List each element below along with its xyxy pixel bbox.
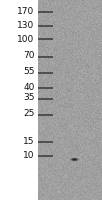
Text: 10: 10 bbox=[23, 150, 35, 160]
Text: 25: 25 bbox=[23, 110, 35, 118]
Text: 15: 15 bbox=[23, 136, 35, 146]
Text: 170: 170 bbox=[17, 6, 35, 16]
Text: 55: 55 bbox=[23, 68, 35, 76]
Text: 100: 100 bbox=[17, 34, 35, 44]
Text: 130: 130 bbox=[17, 21, 35, 29]
Text: 70: 70 bbox=[23, 51, 35, 60]
Text: 35: 35 bbox=[23, 94, 35, 102]
Text: 40: 40 bbox=[23, 83, 35, 92]
